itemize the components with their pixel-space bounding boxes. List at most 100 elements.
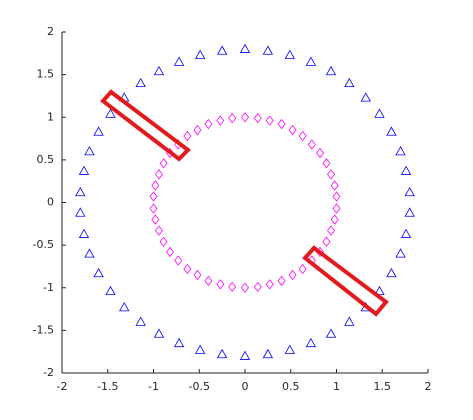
y-tick-label: 1	[47, 110, 54, 123]
x-tick-label: 2	[425, 380, 432, 393]
point	[277, 275, 286, 287]
point	[277, 118, 286, 130]
point	[322, 236, 331, 247]
point	[149, 203, 158, 214]
point	[216, 45, 228, 55]
point	[288, 269, 297, 281]
highlight-box	[100, 89, 192, 162]
point	[105, 285, 116, 296]
highlight-box	[302, 245, 389, 317]
x-tick-label: -2	[57, 380, 68, 393]
point	[344, 316, 355, 326]
y-tick-label: 1.5	[37, 68, 55, 81]
point	[135, 316, 146, 326]
x-tick-label: 1	[333, 380, 340, 393]
point	[360, 92, 371, 102]
point	[395, 248, 406, 258]
point	[284, 344, 296, 354]
point	[174, 255, 183, 266]
point	[75, 207, 86, 217]
point	[194, 344, 206, 354]
point	[240, 282, 250, 293]
point	[151, 180, 160, 191]
point	[149, 191, 158, 202]
point	[239, 43, 251, 53]
y-tick-label: -1.5	[33, 323, 54, 336]
point	[159, 236, 168, 247]
point	[78, 228, 90, 238]
point	[386, 126, 397, 136]
point	[400, 228, 412, 238]
point	[93, 126, 104, 136]
point	[105, 108, 116, 118]
x-tick-label: -0.5	[189, 380, 210, 393]
point	[327, 169, 336, 180]
point	[316, 147, 325, 159]
point	[193, 269, 202, 281]
point	[228, 281, 237, 293]
point	[322, 158, 331, 169]
point	[84, 248, 95, 258]
point	[325, 328, 337, 338]
point	[332, 203, 341, 214]
point	[404, 186, 415, 197]
point	[400, 165, 412, 175]
point	[204, 118, 213, 130]
y-tick-label: 0	[47, 196, 54, 209]
point	[386, 267, 397, 278]
point	[151, 214, 160, 225]
point	[395, 146, 406, 156]
point	[305, 337, 317, 348]
point	[344, 77, 355, 88]
point	[239, 350, 251, 360]
point	[93, 267, 104, 278]
point	[193, 124, 202, 136]
point	[240, 112, 250, 123]
point	[216, 348, 228, 359]
point	[159, 158, 168, 169]
y-tick-label: -0.5	[33, 238, 54, 251]
y-tick-label: -1	[43, 281, 54, 294]
y-tick-label: -2	[43, 366, 54, 379]
point	[135, 77, 146, 88]
point	[262, 348, 274, 359]
point	[84, 146, 95, 156]
point	[374, 108, 385, 118]
point	[173, 56, 185, 66]
point	[284, 49, 296, 59]
point	[194, 49, 206, 59]
point	[75, 186, 86, 197]
point	[305, 56, 317, 66]
point	[325, 65, 337, 76]
point	[262, 45, 274, 55]
x-tick-label: 1.5	[374, 380, 392, 393]
point	[330, 214, 339, 225]
point	[332, 191, 341, 202]
point	[216, 279, 225, 290]
point	[265, 279, 274, 290]
plot-area	[75, 43, 415, 360]
point	[183, 130, 192, 142]
point	[288, 124, 297, 136]
y-tick-label: 0.5	[37, 153, 55, 166]
point	[165, 246, 174, 258]
point	[298, 130, 307, 142]
point	[253, 112, 262, 124]
point	[253, 281, 262, 293]
point	[153, 328, 165, 338]
point	[154, 225, 163, 236]
x-tick-label: 0	[242, 380, 249, 393]
point	[154, 169, 163, 180]
point	[216, 115, 225, 126]
point	[153, 65, 165, 76]
point	[173, 337, 185, 348]
x-tick-label: -1	[148, 380, 159, 393]
point	[330, 180, 339, 191]
point	[204, 275, 213, 287]
x-tick-label: -1.5	[97, 380, 118, 393]
point	[404, 207, 415, 217]
point	[78, 165, 90, 175]
